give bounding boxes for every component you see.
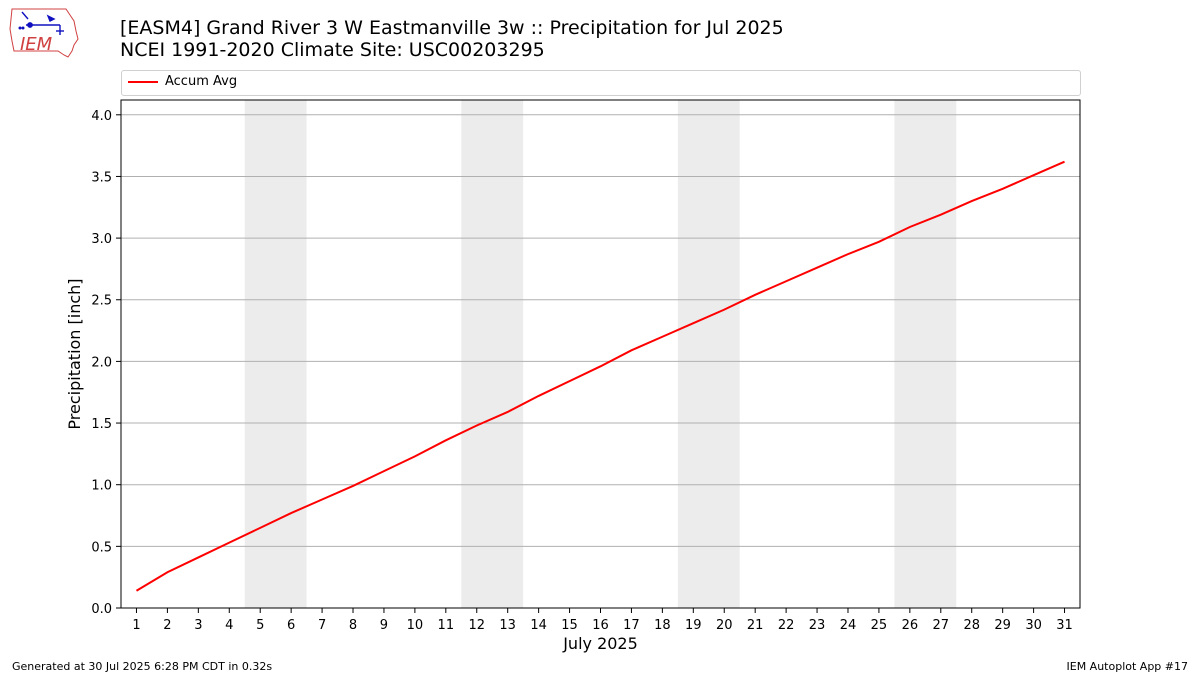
x-tick-label: 14 [530, 618, 547, 633]
y-axis-label: Precipitation [inch] [65, 278, 84, 429]
x-tick-label: 22 [778, 618, 795, 633]
series-lines [135, 160, 1065, 592]
weekend-shading [244, 100, 957, 608]
legend-label-accum-avg: Accum Avg [165, 74, 238, 89]
logo-text: IEM [20, 34, 53, 55]
x-tick-label: 27 [933, 618, 950, 633]
y-tick-label: 3.5 [91, 170, 112, 185]
legend: Accum Avg [121, 70, 1081, 96]
x-tick-label: 20 [716, 618, 733, 633]
x-tick-label: 26 [902, 618, 919, 633]
x-tick-label: 18 [654, 618, 671, 633]
x-tick-label: 30 [1025, 618, 1042, 633]
gridlines [121, 114, 1080, 547]
weekend-band-4 [894, 100, 957, 608]
chart-subtitle: NCEI 1991-2020 Climate Site: USC00203295 [120, 39, 545, 61]
iem-logo: IEM [9, 8, 79, 58]
x-tick-label: 3 [194, 618, 202, 633]
x-tick-label: 6 [287, 618, 295, 633]
x-tick-label: 16 [592, 618, 609, 633]
x-tick-label: 25 [871, 618, 888, 633]
weekend-band-1 [244, 100, 307, 608]
x-tick-label: 9 [380, 618, 388, 633]
series-line-accum-avg [135, 160, 1065, 592]
footer-generated: Generated at 30 Jul 2025 6:28 PM CDT in … [12, 660, 273, 673]
y-tick-label: 4.0 [91, 109, 112, 124]
weekend-band-3 [677, 100, 740, 608]
chart-title: [EASM4] Grand River 3 W Eastmanville 3w … [120, 17, 784, 39]
x-tick-label: 24 [840, 618, 857, 633]
x-tick-label: 11 [438, 618, 455, 633]
y-tick-label: 1.0 [91, 479, 112, 494]
x-tick-label: 1 [132, 618, 140, 633]
x-axis-ticks: 1 2 3 4 5 6 7 8 9 10 11 12 13 14 15 16 17 18 19 20 21 22 23 24 2… [132, 608, 1073, 633]
y-axis-ticks: 0.0 0.5 1.0 1.5 2.0 2.5 3.0 3.5 4.0 [91, 109, 121, 617]
x-axis-label: July 2025 [562, 634, 638, 653]
x-tick-label: 2 [163, 618, 171, 633]
y-tick-label: 3.0 [91, 232, 112, 247]
x-tick-label: 7 [318, 618, 326, 633]
footer-app: IEM Autoplot App #17 [1066, 660, 1189, 673]
y-tick-label: 2.5 [91, 294, 112, 309]
x-tick-label: 23 [809, 618, 826, 633]
x-tick-label: 31 [1056, 618, 1073, 633]
y-tick-label: 1.5 [91, 417, 112, 432]
x-tick-label: 12 [468, 618, 485, 633]
x-tick-label: 28 [963, 618, 980, 633]
x-tick-label: 5 [256, 618, 264, 633]
y-tick-label: 0.5 [91, 540, 112, 555]
weekend-band-2 [461, 100, 524, 608]
y-tick-label: 0.0 [91, 602, 112, 617]
y-tick-label: 2.0 [91, 355, 112, 370]
x-tick-label: 4 [225, 618, 233, 633]
x-tick-label: 17 [623, 618, 640, 633]
x-tick-label: 10 [407, 618, 424, 633]
x-tick-label: 21 [747, 618, 764, 633]
x-tick-label: 13 [499, 618, 516, 633]
x-tick-label: 15 [561, 618, 578, 633]
legend-swatch-accum-avg [128, 81, 158, 83]
x-tick-label: 8 [349, 618, 357, 633]
x-tick-label: 29 [994, 618, 1011, 633]
x-tick-label: 19 [685, 618, 702, 633]
